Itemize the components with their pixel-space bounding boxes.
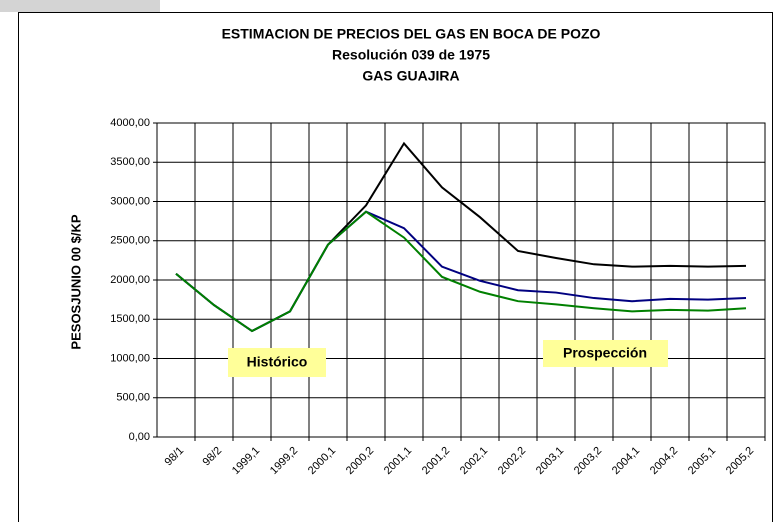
y-tick-label: 1000,00 bbox=[110, 352, 150, 364]
annotation: Histórico bbox=[247, 354, 308, 370]
y-tick-label: 1500,00 bbox=[110, 313, 150, 325]
chart-subtitle: Resolución 039 de 1975 bbox=[332, 47, 490, 63]
chart-subtitle: GAS GUAJIRA bbox=[362, 68, 459, 84]
chart-title: ESTIMACION DE PRECIOS DEL GAS EN BOCA DE… bbox=[222, 26, 601, 42]
y-tick-label: 500,00 bbox=[116, 392, 150, 404]
annotation: Prospección bbox=[563, 345, 647, 361]
y-tick-label: 2000,00 bbox=[110, 274, 150, 286]
annotation-box bbox=[228, 348, 326, 377]
y-tick-label: 0,00 bbox=[129, 431, 150, 443]
annotation-box bbox=[543, 340, 668, 367]
chart-frame bbox=[18, 12, 773, 522]
y-tick-label: 3000,00 bbox=[110, 195, 150, 207]
series-line bbox=[175, 210, 747, 333]
y-tick-label: 4000,00 bbox=[110, 117, 150, 129]
plot bbox=[175, 141, 747, 333]
y-axis-label: PESOSJUNIO 00 $/KP bbox=[68, 214, 83, 349]
y-tick-label: 2500,00 bbox=[110, 235, 150, 247]
y-tick-label: 3500,00 bbox=[110, 156, 150, 168]
toolbar-strip bbox=[0, 0, 160, 12]
plot-border bbox=[156, 122, 766, 438]
